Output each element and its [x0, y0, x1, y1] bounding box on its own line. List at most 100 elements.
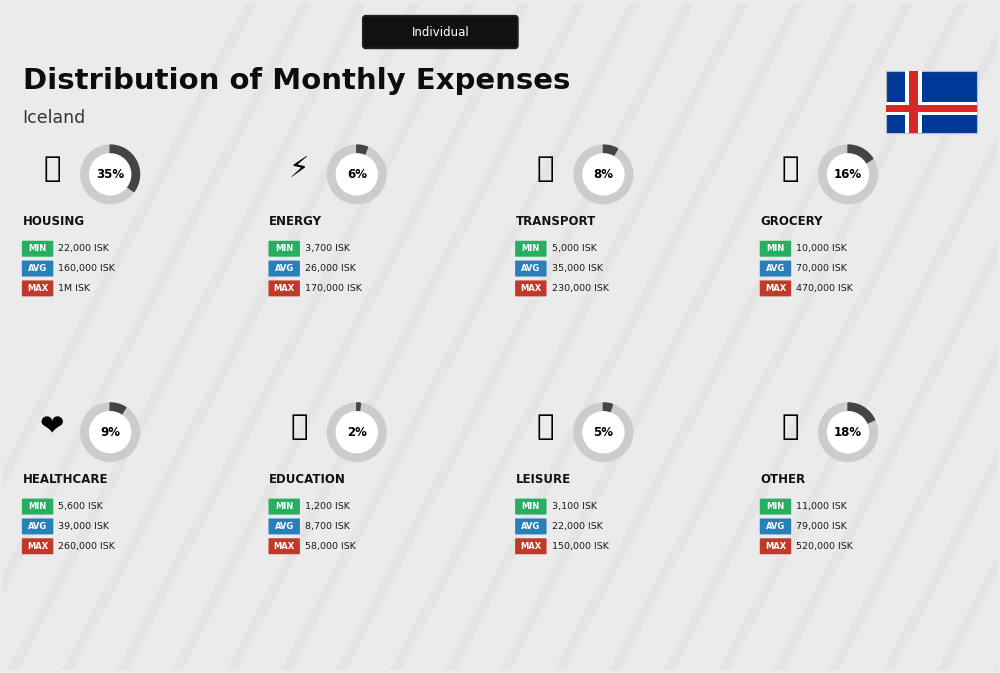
FancyBboxPatch shape	[760, 499, 791, 515]
Text: Iceland: Iceland	[23, 109, 86, 127]
Text: HEALTHCARE: HEALTHCARE	[23, 473, 108, 487]
Text: MIN: MIN	[766, 502, 785, 511]
Text: 70,000 ISK: 70,000 ISK	[796, 264, 847, 273]
Text: 💰: 💰	[782, 413, 799, 441]
Text: 2%: 2%	[347, 426, 367, 439]
Circle shape	[90, 412, 131, 453]
Text: AVG: AVG	[521, 264, 540, 273]
Text: MAX: MAX	[27, 284, 48, 293]
FancyBboxPatch shape	[268, 260, 300, 277]
Circle shape	[583, 412, 624, 453]
Text: AVG: AVG	[766, 264, 785, 273]
Circle shape	[336, 154, 377, 194]
Text: ENERGY: ENERGY	[269, 215, 322, 228]
Text: 🚌: 🚌	[537, 155, 554, 183]
Text: 22,000 ISK: 22,000 ISK	[552, 522, 603, 531]
Text: 230,000 ISK: 230,000 ISK	[552, 284, 609, 293]
FancyBboxPatch shape	[515, 241, 547, 256]
Text: 5%: 5%	[593, 426, 613, 439]
Text: 520,000 ISK: 520,000 ISK	[796, 542, 853, 551]
Text: ❤️: ❤️	[40, 413, 65, 441]
Text: 5,000 ISK: 5,000 ISK	[552, 244, 597, 253]
Text: AVG: AVG	[766, 522, 785, 531]
FancyBboxPatch shape	[22, 538, 53, 555]
FancyBboxPatch shape	[515, 518, 547, 534]
Text: AVG: AVG	[28, 264, 47, 273]
Text: 35%: 35%	[96, 168, 124, 181]
Text: MAX: MAX	[765, 542, 786, 551]
Text: 16%: 16%	[834, 168, 862, 181]
Text: 10,000 ISK: 10,000 ISK	[796, 244, 847, 253]
Circle shape	[819, 145, 877, 204]
FancyBboxPatch shape	[268, 499, 300, 515]
FancyBboxPatch shape	[268, 241, 300, 256]
Text: MIN: MIN	[522, 502, 540, 511]
FancyBboxPatch shape	[515, 499, 547, 515]
Text: EDUCATION: EDUCATION	[269, 473, 346, 487]
Text: 6%: 6%	[347, 168, 367, 181]
FancyBboxPatch shape	[22, 241, 53, 256]
Wedge shape	[848, 145, 873, 174]
Wedge shape	[357, 145, 368, 174]
Text: AVG: AVG	[28, 522, 47, 531]
Text: MAX: MAX	[274, 542, 295, 551]
FancyBboxPatch shape	[515, 260, 547, 277]
Text: 1M ISK: 1M ISK	[58, 284, 90, 293]
Bar	[886, 102, 977, 116]
Wedge shape	[603, 145, 618, 174]
FancyBboxPatch shape	[22, 499, 53, 515]
Text: AVG: AVG	[275, 264, 294, 273]
Circle shape	[574, 403, 633, 462]
Text: HOUSING: HOUSING	[23, 215, 85, 228]
Text: 3,700 ISK: 3,700 ISK	[305, 244, 350, 253]
Text: 🛍️: 🛍️	[537, 413, 554, 441]
Text: LEISURE: LEISURE	[516, 473, 571, 487]
Text: 11,000 ISK: 11,000 ISK	[796, 502, 847, 511]
Circle shape	[81, 145, 140, 204]
Text: 🛒: 🛒	[782, 155, 799, 183]
Wedge shape	[848, 403, 875, 432]
FancyBboxPatch shape	[22, 281, 53, 296]
Text: 22,000 ISK: 22,000 ISK	[58, 244, 109, 253]
Circle shape	[327, 403, 386, 462]
Text: 39,000 ISK: 39,000 ISK	[58, 522, 109, 531]
Text: Individual: Individual	[411, 26, 469, 38]
Circle shape	[336, 412, 377, 453]
Text: MIN: MIN	[28, 502, 47, 511]
Circle shape	[583, 154, 624, 194]
Circle shape	[828, 154, 869, 194]
Circle shape	[574, 145, 633, 204]
Text: 35,000 ISK: 35,000 ISK	[552, 264, 603, 273]
Text: MAX: MAX	[520, 542, 541, 551]
Wedge shape	[110, 403, 126, 432]
Circle shape	[828, 412, 869, 453]
Text: MIN: MIN	[28, 244, 47, 253]
FancyBboxPatch shape	[760, 241, 791, 256]
Text: ⚡: ⚡	[289, 155, 309, 183]
Text: 9%: 9%	[100, 426, 120, 439]
Text: 5,600 ISK: 5,600 ISK	[58, 502, 103, 511]
Bar	[886, 106, 977, 112]
FancyBboxPatch shape	[515, 538, 547, 555]
Circle shape	[819, 403, 877, 462]
Text: GROCERY: GROCERY	[761, 215, 823, 228]
Text: TRANSPORT: TRANSPORT	[516, 215, 596, 228]
FancyBboxPatch shape	[760, 260, 791, 277]
FancyBboxPatch shape	[22, 518, 53, 534]
Text: 18%: 18%	[834, 426, 862, 439]
Text: AVG: AVG	[275, 522, 294, 531]
Circle shape	[81, 403, 140, 462]
Text: MIN: MIN	[522, 244, 540, 253]
Text: MAX: MAX	[765, 284, 786, 293]
FancyBboxPatch shape	[760, 281, 791, 296]
Circle shape	[90, 154, 131, 194]
Text: 🎓: 🎓	[290, 413, 308, 441]
Text: 8,700 ISK: 8,700 ISK	[305, 522, 350, 531]
FancyBboxPatch shape	[515, 281, 547, 296]
Text: MAX: MAX	[27, 542, 48, 551]
Text: Distribution of Monthly Expenses: Distribution of Monthly Expenses	[23, 67, 570, 95]
Wedge shape	[357, 403, 360, 432]
FancyBboxPatch shape	[363, 15, 518, 48]
Text: 170,000 ISK: 170,000 ISK	[305, 284, 362, 293]
Text: MIN: MIN	[766, 244, 785, 253]
